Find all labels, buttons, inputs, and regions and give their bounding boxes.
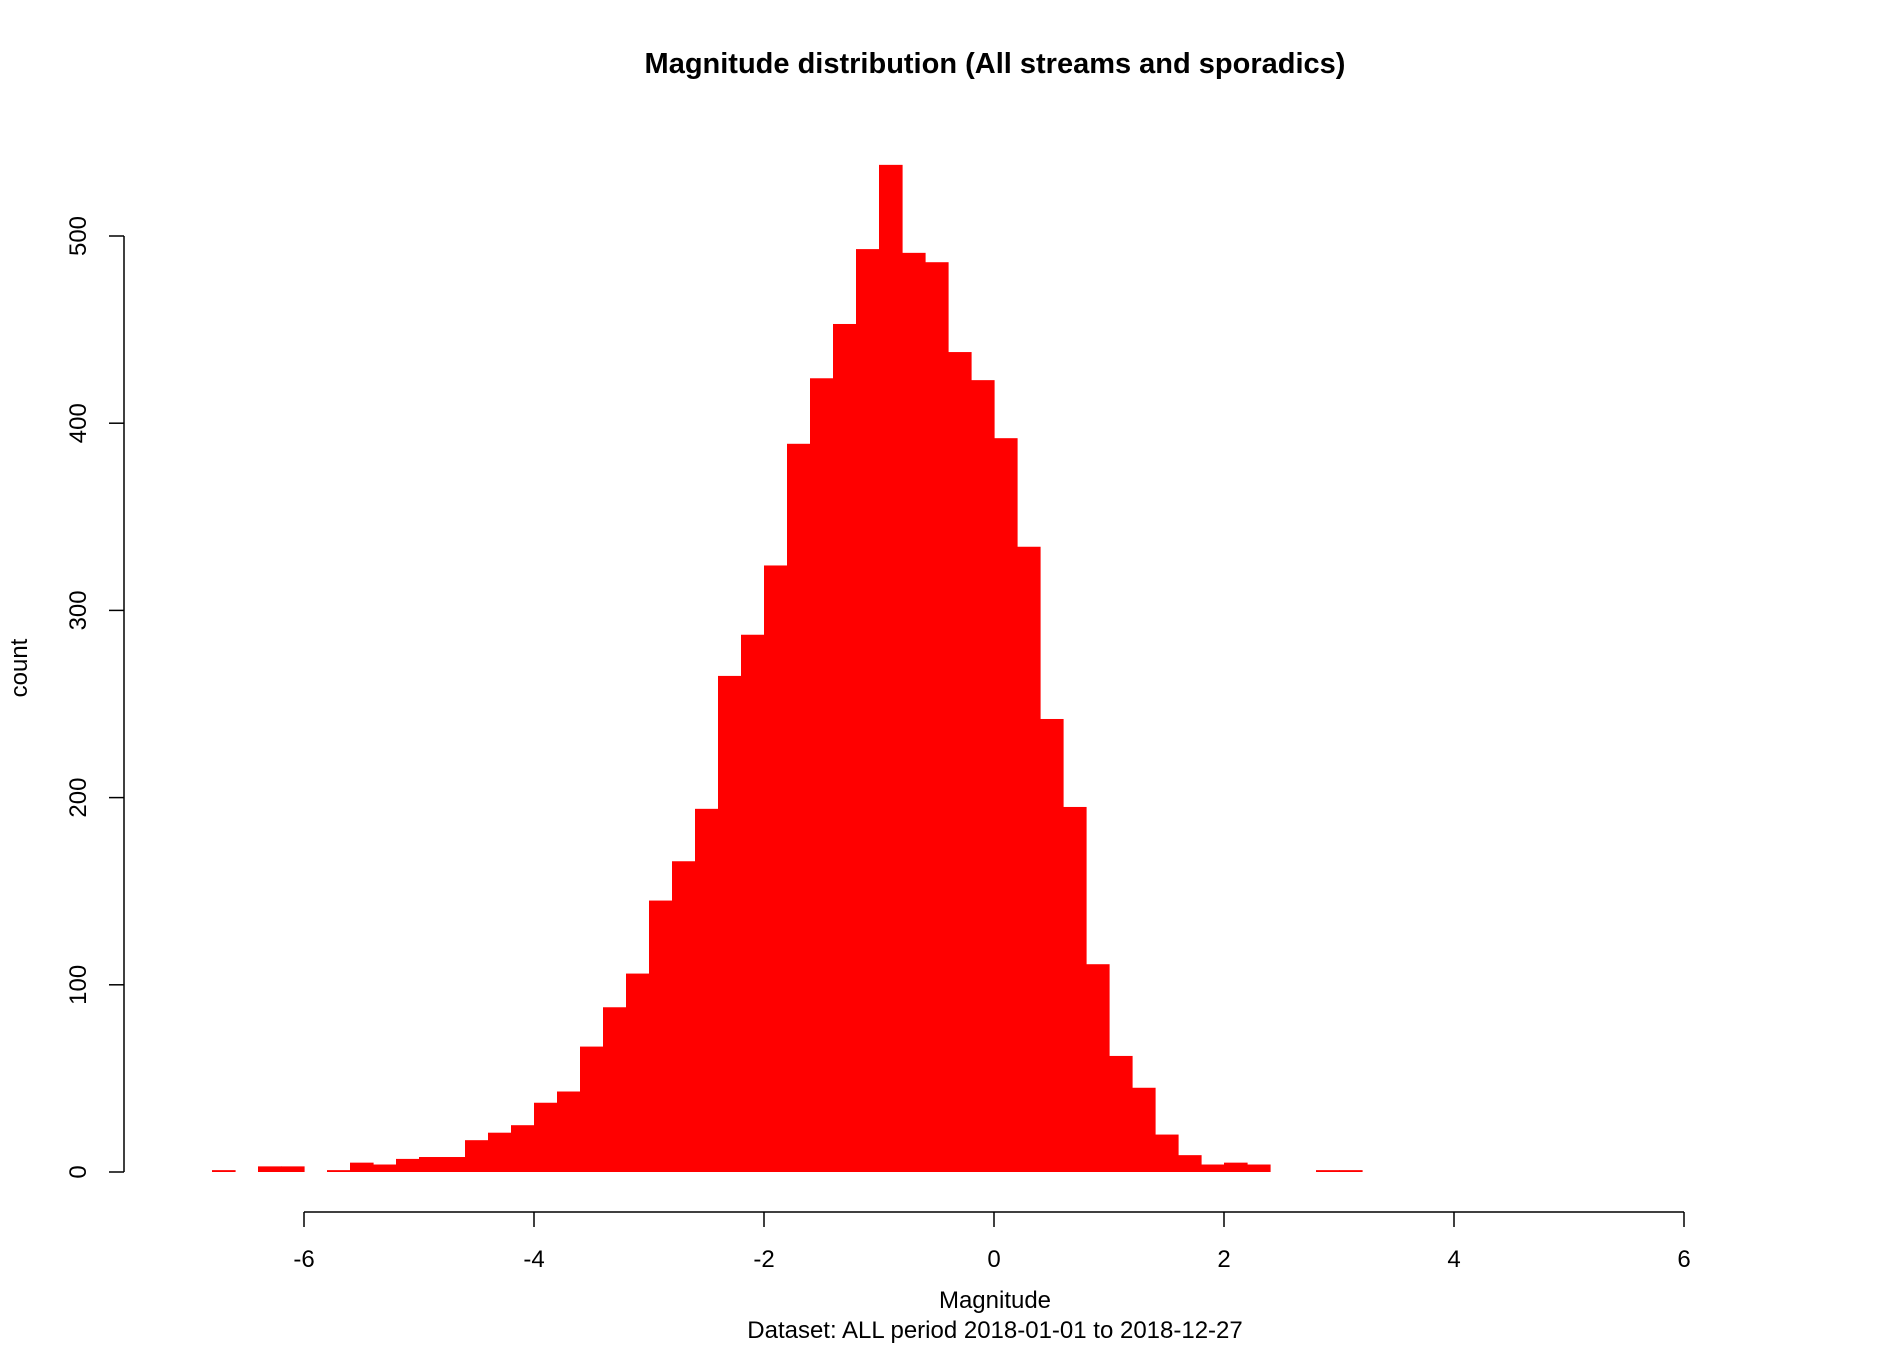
histogram-bar	[718, 675, 742, 1172]
histogram-bar	[879, 164, 903, 1173]
histogram-bar	[603, 1007, 627, 1172]
histogram-bar	[1132, 1087, 1156, 1172]
x-tick-label: 2	[1217, 1246, 1230, 1273]
histogram-bar	[442, 1157, 466, 1172]
histogram-bar	[1316, 1170, 1340, 1172]
histogram-bar	[1017, 546, 1041, 1172]
x-tick-label: -6	[293, 1246, 314, 1273]
histogram-bar	[488, 1132, 512, 1172]
histogram-bar	[534, 1102, 558, 1172]
histogram-bar	[787, 443, 811, 1172]
y-tick-label: 400	[65, 403, 92, 443]
histogram-bar	[948, 352, 972, 1172]
histogram-bar	[741, 634, 765, 1172]
histogram-bar	[1086, 964, 1110, 1172]
histogram-bar	[511, 1125, 535, 1172]
histogram-bar	[856, 249, 880, 1173]
y-tick-label: 100	[65, 965, 92, 1005]
histogram-bar	[1155, 1134, 1179, 1172]
y-tick-label: 0	[65, 1165, 92, 1178]
y-tick-label: 200	[65, 778, 92, 818]
x-axis-label: Magnitude	[939, 1287, 1051, 1314]
histogram-bar	[350, 1162, 374, 1172]
histogram-bar	[626, 973, 650, 1172]
x-axis: -6 -4 -2 0 2 4 6	[293, 1211, 1691, 1273]
y-axis-label: count	[6, 638, 33, 697]
histogram-bar	[557, 1091, 581, 1172]
histogram-bar	[1201, 1164, 1225, 1172]
x-tick-label: 4	[1447, 1246, 1460, 1273]
histogram-bar	[1040, 718, 1064, 1172]
histogram-bar	[465, 1140, 489, 1172]
histogram-bar	[281, 1166, 305, 1172]
histogram-bars	[212, 164, 1363, 1173]
x-tick-label: -4	[523, 1246, 544, 1273]
x-tick-label: 6	[1677, 1246, 1690, 1273]
histogram-bar	[902, 252, 926, 1173]
histogram-bar	[1224, 1162, 1248, 1172]
histogram-bar	[695, 808, 719, 1172]
histogram-bar	[1247, 1164, 1271, 1172]
histogram-bar	[212, 1170, 236, 1172]
x-tick-label: 0	[987, 1246, 1000, 1273]
histogram-bar	[327, 1170, 351, 1172]
histogram-bar	[373, 1164, 397, 1172]
histogram-bar	[672, 861, 696, 1172]
histogram-bar	[419, 1157, 443, 1172]
histogram-bar	[925, 262, 949, 1173]
chart-subtitle: Dataset: ALL period 2018-01-01 to 2018-1…	[747, 1317, 1242, 1344]
y-axis: 0 100 200 300 400 500	[65, 216, 125, 1179]
histogram-bar	[994, 438, 1018, 1172]
histogram-bar	[258, 1166, 282, 1172]
histogram-bar	[971, 380, 995, 1172]
chart-title: Magnitude distribution (All streams and …	[645, 48, 1346, 80]
histogram-bar	[764, 565, 788, 1172]
x-tick-label: -2	[753, 1246, 774, 1273]
histogram-bar	[833, 323, 857, 1173]
y-tick-label: 300	[65, 590, 92, 630]
histogram-bar	[810, 378, 834, 1172]
histogram-bar	[396, 1158, 420, 1172]
histogram-bar	[1063, 806, 1087, 1172]
histogram-bar	[580, 1046, 604, 1172]
histogram-bar	[649, 900, 673, 1172]
y-tick-label: 500	[65, 216, 92, 256]
histogram-bar	[1339, 1170, 1363, 1172]
histogram-bar	[1109, 1055, 1133, 1172]
histogram-bar	[1178, 1155, 1202, 1172]
